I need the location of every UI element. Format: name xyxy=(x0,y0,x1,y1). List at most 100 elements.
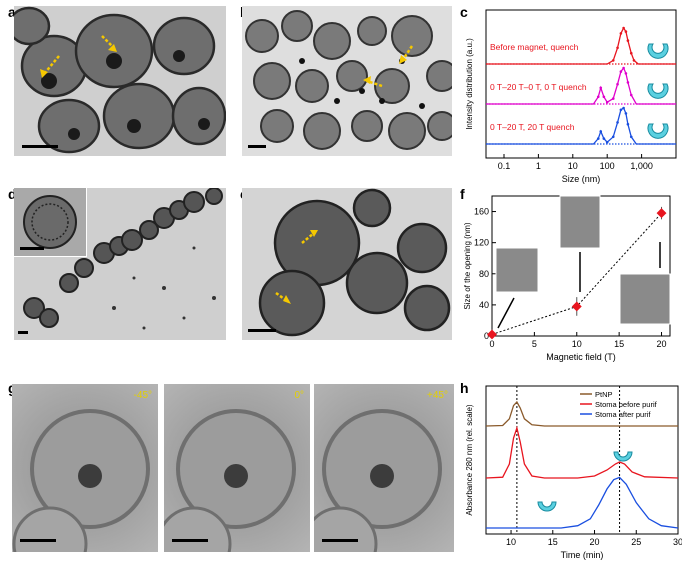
data-point xyxy=(616,46,619,50)
legend-label: PtNP xyxy=(595,390,613,399)
x-tick-label: 5 xyxy=(532,339,537,349)
data-point xyxy=(622,26,625,30)
y-tick-label: 80 xyxy=(479,269,489,279)
scale-bar xyxy=(172,539,208,542)
x-axis-label: Size (nm) xyxy=(562,174,601,184)
data-point xyxy=(611,97,615,100)
y-axis-label: Absorbance 280 nm (rel. scale) xyxy=(465,404,474,516)
data-point xyxy=(616,121,619,124)
y-tick-label: 160 xyxy=(474,207,489,217)
stomatocyte-icon xyxy=(647,83,669,99)
panel-label-f: f xyxy=(460,186,465,202)
x-tick-label: 10 xyxy=(568,161,578,171)
data-point xyxy=(596,95,600,99)
panel-label-d: d xyxy=(8,186,17,202)
legend-label: Before magnet, quench xyxy=(490,42,579,52)
data-point xyxy=(616,82,619,86)
inset-micrograph xyxy=(619,273,671,325)
legend-label: 0 T–20 T, 20 T quench xyxy=(490,122,575,132)
scale-bar xyxy=(248,145,266,148)
y-tick-label: 40 xyxy=(479,300,489,310)
scale-bar xyxy=(22,145,58,148)
stomatocyte-icon xyxy=(647,123,669,139)
scale-bar xyxy=(18,331,28,334)
data-point xyxy=(656,208,667,219)
plot-frame xyxy=(485,385,679,535)
x-tick-label: 20 xyxy=(657,339,667,349)
chart-c: 0.1 1 10 100 1,000 Size (nm) Intensity distrib… xyxy=(465,9,677,184)
x-tick-label: 1,000 xyxy=(630,161,653,171)
inset-scale-bar xyxy=(20,247,44,250)
data-point xyxy=(624,30,628,33)
x-axis-label: Time (min) xyxy=(561,550,604,560)
data-point xyxy=(619,32,623,35)
x-tick-label: 10 xyxy=(572,339,582,349)
data-point xyxy=(599,130,603,133)
tem-image-e xyxy=(242,188,452,340)
data-point xyxy=(626,81,630,84)
x-tick-label: 30 xyxy=(673,537,682,547)
data-point xyxy=(571,301,582,312)
legend-label: Stoma before purif xyxy=(595,400,658,409)
chart-h: 10 15 20 25 30 Time (min) Absorbance 280 nm (r… xyxy=(465,385,682,560)
legend-label: Stoma after purif xyxy=(595,410,651,419)
data-point xyxy=(599,86,603,90)
inset-micrograph xyxy=(495,247,539,293)
data-point xyxy=(605,100,609,104)
y-axis-label: Intensity distribution (a.u.) xyxy=(465,38,474,130)
panel-label-a: a xyxy=(8,4,16,20)
tilt-angle-label: 0° xyxy=(294,390,304,401)
data-point xyxy=(605,140,609,144)
x-tick-label: 10 xyxy=(506,537,516,547)
plot-frame xyxy=(485,9,677,159)
data-point xyxy=(619,108,623,112)
pointer-arrow xyxy=(497,297,515,329)
tilt-angle-label: -45° xyxy=(133,390,152,401)
data-point xyxy=(611,59,615,62)
stomatocyte-icon xyxy=(647,43,669,59)
x-tick-label: 25 xyxy=(631,537,641,547)
y-tick-label: 120 xyxy=(474,238,489,248)
data-point xyxy=(596,137,600,140)
data-point xyxy=(632,59,636,62)
x-tick-label: 15 xyxy=(614,339,624,349)
scale-bar xyxy=(248,329,276,332)
inset-image xyxy=(14,188,87,257)
data-point xyxy=(602,95,606,99)
y-axis-label: Size of the opening (nm) xyxy=(463,222,472,309)
inset-micrograph xyxy=(559,195,601,249)
stomatocyte-icon xyxy=(613,451,633,462)
series-line xyxy=(486,476,679,529)
x-tick-label: 100 xyxy=(600,161,615,171)
tem-image-d xyxy=(14,188,226,340)
data-point xyxy=(624,112,628,115)
tomo-slice-2: 0° xyxy=(164,384,310,552)
y-tick-label: 0 xyxy=(484,331,489,341)
tomo-slice-3: +45° xyxy=(314,384,454,552)
panel-label-c: c xyxy=(460,4,468,20)
tilt-angle-label: +45° xyxy=(427,390,448,401)
data-point xyxy=(619,70,623,73)
x-tick-label: 0.1 xyxy=(498,161,511,171)
x-tick-label: 20 xyxy=(590,537,600,547)
data-point xyxy=(611,135,615,139)
x-tick-label: 0 xyxy=(489,339,494,349)
panel-label-h: h xyxy=(460,380,469,396)
chart-f: 0 5 10 15 20 0 40 80 120 160 Magnetic field (T) Siz… xyxy=(463,195,671,362)
tem-image-a xyxy=(14,6,226,156)
data-point xyxy=(622,66,625,70)
scale-bar xyxy=(322,539,358,542)
x-tick-label: 15 xyxy=(548,537,558,547)
data-point xyxy=(626,39,630,42)
data-point xyxy=(629,93,633,97)
data-point xyxy=(626,122,630,126)
scale-bar xyxy=(20,539,56,542)
data-point xyxy=(629,135,633,139)
tem-image-b xyxy=(242,6,452,156)
series-line xyxy=(485,400,678,427)
tomo-slice-1: -45° xyxy=(12,384,158,552)
data-point xyxy=(629,51,633,55)
x-axis-label: Magnetic field (T) xyxy=(546,352,616,362)
series-line xyxy=(485,425,679,479)
legend-label: 0 T–20 T–0 T, 0 T quench xyxy=(490,82,587,92)
